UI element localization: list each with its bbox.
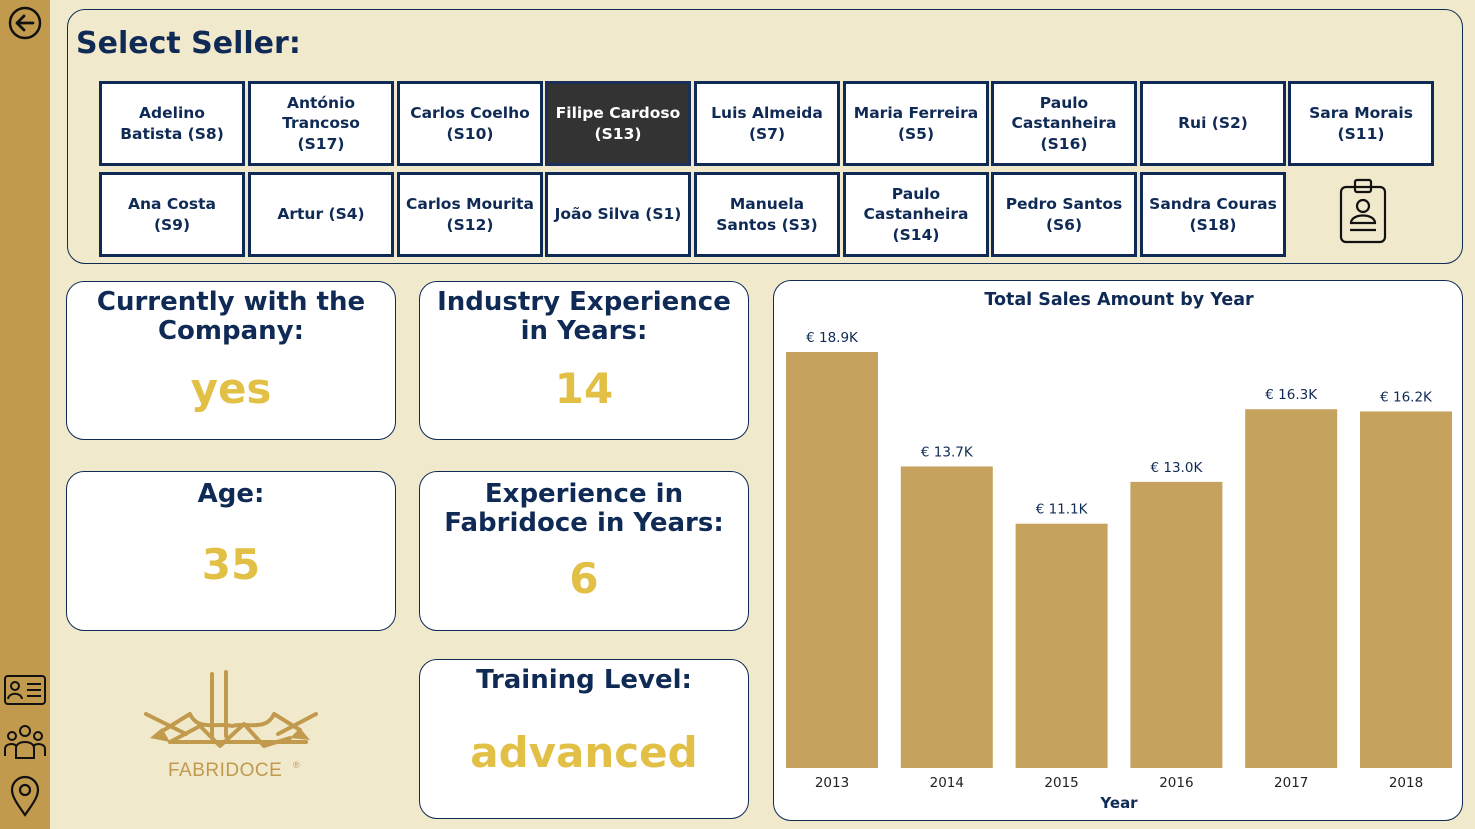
seller-button-s7[interactable]: Luis Almeida (S7)	[694, 81, 840, 166]
seller-button-s16[interactable]: Paulo Castanheira (S16)	[991, 81, 1137, 166]
seller-button-s11[interactable]: Sara Morais (S11)	[1288, 81, 1434, 166]
bar-2016[interactable]	[1130, 481, 1223, 768]
data-label-2018: € 16.2K	[1380, 389, 1433, 405]
seller-button-s9[interactable]: Ana Costa (S9)	[99, 172, 245, 257]
bar-2015[interactable]	[1015, 523, 1108, 768]
bar-2013[interactable]	[786, 352, 878, 768]
seller-button-s5[interactable]: Maria Ferreira (S5)	[843, 81, 989, 166]
kpi-label-industry-experience: Industry Experience in Years:	[437, 287, 731, 347]
bar-2018[interactable]	[1360, 411, 1452, 768]
seller-button-s4[interactable]: Artur (S4)	[248, 172, 394, 257]
x-tick-2013: 2013	[815, 775, 849, 791]
kpi-card-company: Currently with the Company: yes	[66, 281, 396, 440]
kpi-value-company: yes	[190, 364, 272, 413]
kpi-card-industry-experience: Industry Experience in Years: 14	[419, 281, 749, 440]
registered-mark: ®	[293, 760, 300, 770]
kpi-label-company: Currently with the Company:	[96, 287, 366, 347]
fabridoce-logo: FABRIDOCE ®	[140, 670, 330, 790]
seller-button-s18[interactable]: Sandra Couras (S18)	[1140, 172, 1286, 257]
seller-button-s13[interactable]: Filipe Cardoso (S13)	[545, 81, 691, 166]
kpi-value-fabridoce-experience: 6	[569, 554, 599, 603]
fabridoce-logo-mark	[144, 670, 318, 748]
location-pin-icon[interactable]	[0, 774, 50, 818]
data-label-2015: € 11.1K	[1036, 502, 1089, 518]
seller-button-s2[interactable]: Rui (S2)	[1140, 81, 1286, 166]
chart-title: Total Sales Amount by Year	[984, 290, 1254, 310]
clipboard-badge-icon	[1338, 177, 1388, 249]
chart-x-axis-label: Year	[1099, 794, 1138, 812]
sales-by-year-chart: Total Sales Amount by Year Year € 18.9K 2…	[773, 280, 1463, 821]
bar-2017[interactable]	[1245, 409, 1338, 768]
kpi-card-training-level: Training Level: advanced	[419, 659, 749, 819]
bar-2014[interactable]	[900, 466, 993, 768]
kpi-value-training-level: advanced	[470, 728, 698, 777]
kpi-value-industry-experience: 14	[554, 364, 614, 413]
seller-button-s1[interactable]: João Silva (S1)	[545, 172, 691, 257]
seller-button-s8[interactable]: Adelino Batista (S8)	[99, 81, 245, 166]
data-label-2014: € 13.7K	[921, 444, 974, 460]
sidebar	[0, 0, 50, 829]
seller-selector-title: Select Seller:	[76, 26, 301, 61]
id-card-icon[interactable]	[0, 673, 50, 707]
seller-button-s6[interactable]: Pedro Santos (S6)	[991, 172, 1137, 257]
kpi-card-age: Age: 35	[66, 471, 396, 631]
x-tick-2018: 2018	[1389, 775, 1423, 791]
x-tick-2016: 2016	[1159, 775, 1193, 791]
kpi-value-age: 35	[201, 540, 261, 589]
kpi-label-training-level: Training Level:	[476, 665, 692, 695]
x-tick-2014: 2014	[930, 775, 964, 791]
seller-button-s3[interactable]: Manuela Santos (S3)	[694, 172, 840, 257]
kpi-card-fabridoce-experience: Experience in Fabridoce in Years: 6	[419, 471, 749, 631]
back-arrow-icon[interactable]	[0, 5, 50, 41]
data-label-2016: € 13.0K	[1151, 460, 1204, 476]
data-label-2017: € 16.3K	[1265, 387, 1318, 403]
seller-selector-panel: Select Seller: Adelino Batista (S8) Antó…	[67, 9, 1463, 264]
data-label-2013: € 18.9K	[806, 330, 859, 346]
people-group-icon[interactable]	[0, 722, 50, 760]
seller-button-s12[interactable]: Carlos Mourita (S12)	[397, 172, 543, 257]
seller-button-s17[interactable]: António Trancoso (S17)	[248, 81, 394, 166]
x-tick-2015: 2015	[1044, 775, 1078, 791]
x-tick-2017: 2017	[1274, 775, 1308, 791]
fabridoce-logo-text: FABRIDOCE	[168, 760, 283, 781]
seller-button-s10[interactable]: Carlos Coelho (S10)	[397, 81, 543, 166]
sales-chart-svg: Total Sales Amount by Year Year € 18.9K 2…	[786, 290, 1452, 812]
kpi-label-age: Age:	[197, 479, 265, 509]
kpi-label-fabridoce-experience: Experience in Fabridoce in Years:	[444, 479, 724, 539]
seller-button-s14[interactable]: Paulo Castanheira (S14)	[843, 172, 989, 257]
